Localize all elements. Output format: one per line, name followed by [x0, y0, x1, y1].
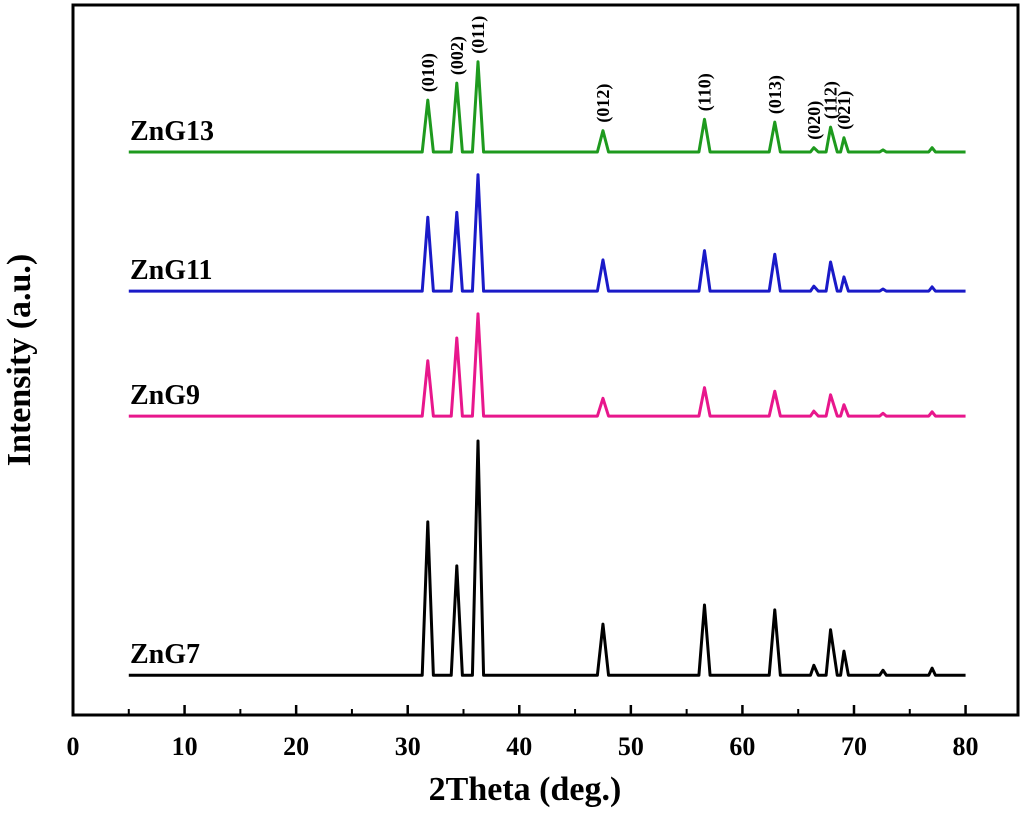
- peak-annotation: (010): [418, 53, 439, 92]
- peak-annotation: (110): [694, 73, 715, 111]
- series-label: ZnG11: [130, 255, 212, 286]
- x-tick-label: 50: [618, 732, 644, 761]
- peak-annotation: (002): [447, 36, 468, 75]
- series-label: ZnG13: [130, 116, 214, 147]
- x-tick-label: 20: [283, 732, 309, 761]
- x-tick-label: 40: [506, 732, 532, 761]
- x-tick-label: 10: [172, 732, 198, 761]
- x-tick-label: 0: [67, 732, 80, 761]
- series-line: [128, 60, 966, 154]
- series-label: ZnG7: [130, 639, 200, 670]
- series-line: [128, 439, 966, 677]
- x-tick-label: 80: [953, 732, 979, 761]
- x-tick-label: 70: [841, 732, 867, 761]
- peak-annotation: (112): [821, 81, 842, 119]
- x-axis-label: 2Theta (deg.): [429, 771, 622, 808]
- x-tick-label: 30: [395, 732, 421, 761]
- peak-annotation: (021): [834, 91, 855, 130]
- x-tick-label: 60: [729, 732, 755, 761]
- series-line: [128, 173, 966, 293]
- peak-annotation: (013): [765, 75, 786, 114]
- series-line: [128, 312, 966, 418]
- peak-annotation: (020): [804, 101, 825, 140]
- peak-annotation: (012): [593, 84, 614, 123]
- peak-annotation: (011): [468, 16, 489, 54]
- y-axis-label: Intensity (a.u.): [1, 254, 38, 467]
- series-label: ZnG9: [130, 380, 200, 411]
- plot-frame: [71, 3, 1020, 717]
